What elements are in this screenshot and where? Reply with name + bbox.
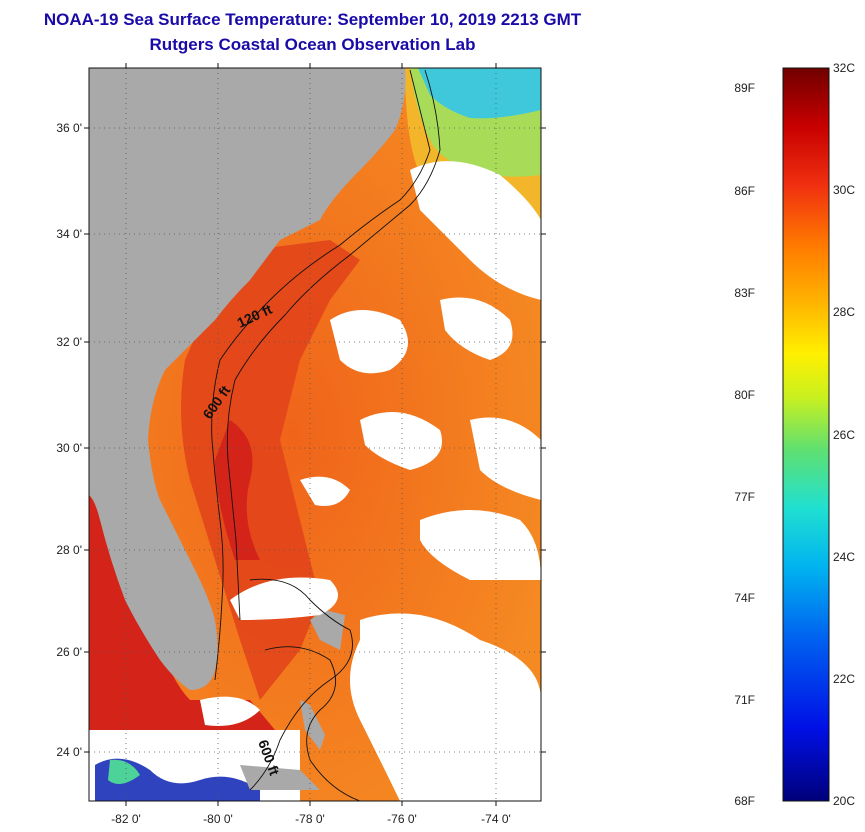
cold-water-region: [418, 68, 541, 119]
lon-label-80: -80 0': [203, 812, 233, 826]
cuba-coast: [240, 765, 320, 790]
map-title: NOAA-19 Sea Surface Temperature: Septemb…: [43, 10, 582, 29]
lat-label-36: 36 0': [56, 121, 82, 135]
cool-patch: [108, 759, 140, 784]
colorbar-c-22: 22C: [833, 672, 856, 686]
depth-contours: [211, 69, 441, 801]
colorbar-c-28: 28C: [833, 305, 856, 319]
lat-label-24: 24 0': [56, 745, 82, 759]
bahamas-island: [310, 610, 345, 650]
lat-label-34: 34 0': [56, 227, 82, 241]
axis-ticks: [84, 63, 546, 806]
lat-label-26: 26 0': [56, 645, 82, 659]
colorbar-c-20: 20C: [833, 794, 856, 808]
colorbar-f-83: 83F: [734, 286, 755, 300]
colorbar-f-80: 80F: [734, 388, 755, 402]
gulf-stream-core: [215, 420, 260, 560]
map-subtitle: Rutgers Coastal Ocean Observation Lab: [149, 35, 476, 54]
gulf-hot-water: [89, 480, 300, 801]
lon-label-78: -78 0': [295, 812, 325, 826]
cloud-cover: [200, 161, 541, 801]
colorbar-f-77: 77F: [734, 490, 755, 504]
colorbar-f-86: 86F: [734, 184, 755, 198]
lon-label-74: -74 0': [481, 812, 511, 826]
cold-patch: [95, 758, 260, 801]
lon-label-82: -82 0': [111, 812, 141, 826]
lat-label-28: 28 0': [56, 543, 82, 557]
temperature-colorbar: [782, 67, 830, 802]
colorbar-f-89: 89F: [734, 81, 755, 95]
colorbar-f-68: 68F: [734, 794, 755, 808]
colorbar-c-24: 24C: [833, 550, 856, 564]
land-mass: [89, 68, 406, 690]
colorbar-f-74: 74F: [734, 591, 755, 605]
graticule: [89, 68, 541, 801]
bahamas-island: [300, 700, 325, 750]
colorbar-c-26: 26C: [833, 428, 856, 442]
colorbar-c-32: 32C: [833, 61, 856, 75]
lon-label-76: -76 0': [387, 812, 417, 826]
lat-label-32: 32 0': [56, 335, 82, 349]
lat-label-30: 30 0': [56, 441, 82, 455]
colorbar-f-71: 71F: [734, 693, 755, 707]
map-frame: [88, 67, 542, 802]
colorbar-c-30: 30C: [833, 183, 856, 197]
